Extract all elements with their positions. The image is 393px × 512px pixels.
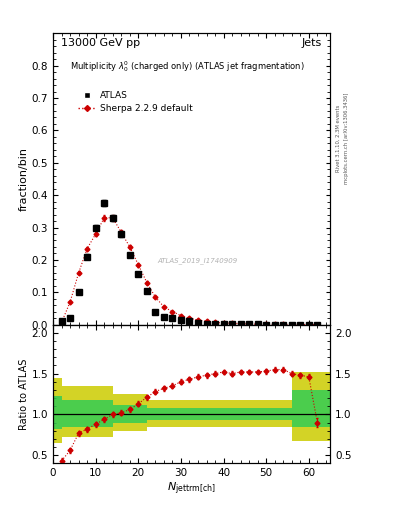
Text: Multiplicity $\lambda_0^0$ (charged only) (ATLAS jet fragmentation): Multiplicity $\lambda_0^0$ (charged only… xyxy=(70,59,305,74)
Y-axis label: fraction/bin: fraction/bin xyxy=(19,147,29,211)
Text: Jets: Jets xyxy=(301,38,322,48)
Text: mcplots.cern.ch [arXiv:1306.3436]: mcplots.cern.ch [arXiv:1306.3436] xyxy=(344,93,349,184)
Text: Rivet 3.1.10, 2.3M events: Rivet 3.1.10, 2.3M events xyxy=(336,104,341,172)
Text: ATLAS_2019_I1740909: ATLAS_2019_I1740909 xyxy=(157,257,237,264)
Legend: ATLAS, Sherpa 2.2.9 default: ATLAS, Sherpa 2.2.9 default xyxy=(74,88,197,117)
Y-axis label: Ratio to ATLAS: Ratio to ATLAS xyxy=(19,358,29,430)
Text: 13000 GeV pp: 13000 GeV pp xyxy=(61,38,140,48)
X-axis label: $N_{\mathrm{jettrm[ch]}}$: $N_{\mathrm{jettrm[ch]}}$ xyxy=(167,481,216,497)
